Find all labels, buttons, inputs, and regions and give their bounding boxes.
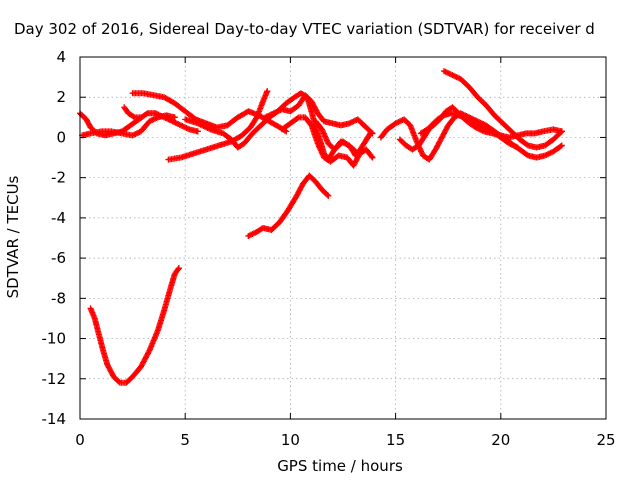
data-point [368, 153, 375, 160]
series-11 [312, 118, 374, 157]
data-point [325, 192, 332, 199]
y-tick-label: -4 [51, 209, 66, 227]
series-4 [79, 112, 178, 139]
x-tick-label: 25 [596, 431, 615, 449]
y-axis-label: SDTVAR / TECUs [4, 175, 22, 298]
series-5 [121, 104, 145, 121]
y-tick-label: -6 [51, 249, 66, 267]
data-point [558, 128, 565, 135]
data-point [557, 129, 564, 136]
data-point [514, 144, 521, 151]
data-point [324, 191, 331, 198]
y-tick-label: 0 [56, 128, 66, 146]
data-point [194, 128, 201, 135]
data-point [369, 154, 376, 161]
x-tick-label: 15 [386, 431, 405, 449]
grid-lines [80, 57, 606, 419]
plot-frame [79, 56, 607, 420]
data-point [558, 142, 565, 149]
x-tick-label: 10 [281, 431, 300, 449]
series-14 [440, 68, 565, 151]
series-8 [182, 90, 359, 163]
data-points [77, 68, 565, 386]
data-point [175, 265, 182, 272]
data-point [294, 115, 301, 122]
x-tick-label: 20 [491, 431, 510, 449]
y-tick-label: 4 [56, 48, 66, 66]
x-tick-label: 5 [180, 431, 190, 449]
series-7 [165, 88, 271, 163]
data-point [145, 348, 152, 355]
y-tick-label: -10 [42, 330, 67, 348]
series-2 [245, 172, 332, 239]
data-point [366, 131, 373, 138]
y-tick-label: -14 [42, 410, 67, 428]
x-tick-label: 0 [75, 431, 85, 449]
axis-ticks: 0 5 10 15 20 25 -14 -12 -10 -8 -6 -4 -2 0 2 4 [42, 48, 616, 449]
x-axis-label: GPS time / hours [277, 457, 403, 475]
series-15 [396, 110, 521, 153]
data-point [171, 114, 178, 121]
data-point [175, 266, 182, 273]
series-12 [377, 110, 565, 163]
y-tick-label: -8 [51, 289, 66, 307]
series-6 [129, 90, 290, 135]
y-tick-label: -2 [51, 169, 66, 187]
y-tick-label: -12 [42, 370, 67, 388]
series-9 [262, 92, 376, 137]
data-point [557, 143, 564, 150]
chart-title: Day 302 of 2016, Sidereal Day-to-day VTE… [14, 20, 595, 38]
data-point [130, 113, 137, 120]
series-1 [87, 265, 182, 386]
y-tick-label: 2 [56, 88, 66, 106]
data-point [367, 130, 374, 137]
data-point [264, 88, 271, 95]
data-point [138, 114, 145, 121]
